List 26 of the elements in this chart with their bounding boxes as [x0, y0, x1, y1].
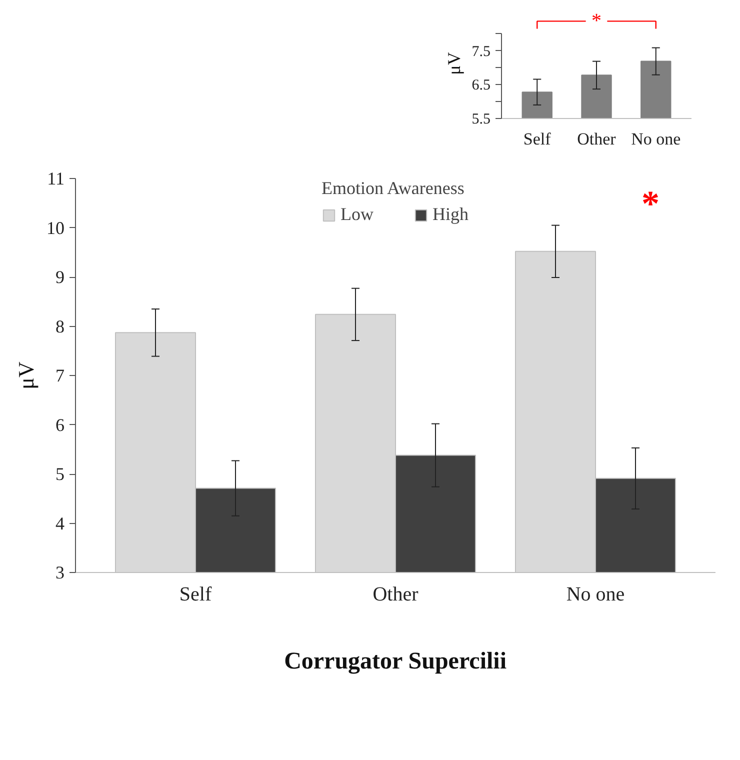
y-tick-label: 4 [56, 513, 64, 534]
legend-title: Emotion Awareness [322, 178, 466, 199]
y-tick-label: 6 [56, 414, 64, 435]
y-tick-label: 7.5 [472, 44, 490, 60]
y-tick-label: 9 [56, 267, 64, 287]
y-tick-label: 5 [56, 464, 64, 484]
annotation: * [642, 184, 660, 224]
x-axis-title: Corrugator Supercilii [284, 648, 507, 674]
y-tick-label: 7 [56, 366, 64, 386]
y-axis-title: μV [14, 362, 38, 390]
y-axis-title: μV [444, 52, 464, 75]
y-tick-label: 6.5 [472, 78, 490, 94]
x-tick-label: Other [372, 584, 419, 606]
x-tick-label: No one [566, 584, 625, 606]
y-tick-label: 5.5 [472, 112, 490, 128]
x-tick-label: Other [577, 130, 616, 148]
y-tick-label: 11 [47, 168, 65, 188]
x-tick-label: No one [631, 130, 681, 148]
legend-label: Low [340, 204, 374, 225]
y-tick-label: 3 [56, 562, 64, 582]
x-tick-label: Self [523, 130, 552, 148]
text: * [592, 10, 602, 32]
x-tick-label: Self [179, 584, 212, 606]
y-tick-label: 8 [56, 316, 64, 336]
legend-label: High [432, 204, 468, 225]
y-tick-label: 10 [46, 218, 64, 238]
